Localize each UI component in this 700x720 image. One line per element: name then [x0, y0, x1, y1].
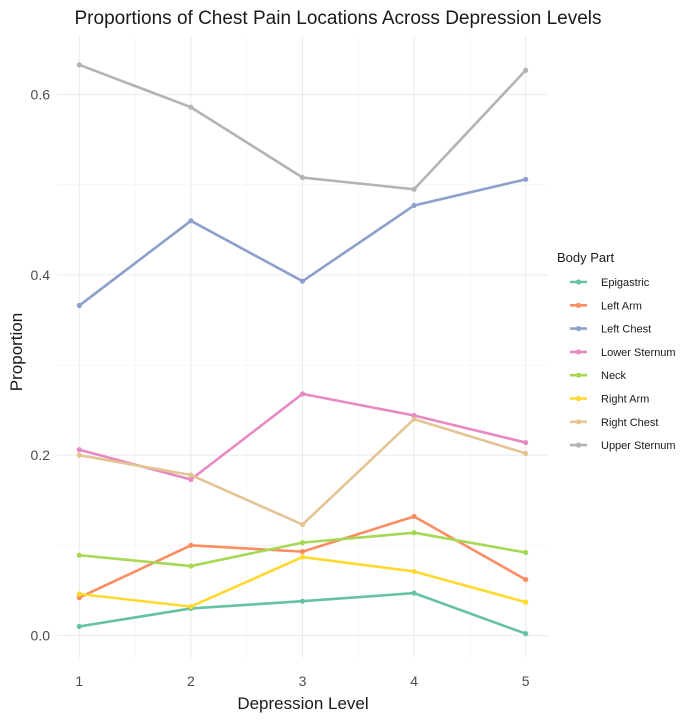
data-point-left-arm — [411, 513, 417, 520]
data-point-right-chest — [76, 452, 82, 458]
x-tick-label: 1 — [75, 673, 83, 689]
series-points — [76, 62, 529, 637]
legend-key-point — [575, 372, 582, 378]
y-tick-label: 0.4 — [31, 267, 51, 283]
data-point-left-chest — [76, 302, 82, 309]
legend-key-point — [575, 349, 582, 355]
data-point-right-arm — [411, 568, 417, 575]
y-axis-title: Proportion — [7, 313, 26, 391]
data-point-left-chest — [523, 176, 529, 182]
data-point-right-chest — [523, 450, 529, 456]
y-tick-label: 0.2 — [31, 447, 51, 463]
legend-item-upper-sternum: Upper Sternum — [570, 440, 676, 452]
data-point-lower-sternum — [411, 412, 417, 419]
data-point-right-arm — [188, 604, 194, 610]
data-point-right-arm — [523, 599, 529, 605]
data-point-left-arm — [76, 595, 82, 601]
data-point-right-arm — [76, 591, 82, 597]
legend-title: Body Part — [557, 250, 614, 265]
x-tick-label: 3 — [299, 673, 307, 689]
data-point-left-chest — [411, 202, 417, 209]
legend-label: Left Chest — [601, 324, 651, 336]
data-point-left-chest — [299, 278, 306, 284]
legend: Body Part Epigastric Left Arm Left Chest Lo… — [557, 250, 676, 452]
data-point-epigastric — [76, 623, 82, 630]
x-tick-label: 5 — [522, 673, 530, 689]
data-point-upper-sternum — [411, 186, 417, 192]
legend-label: Lower Sternum — [601, 347, 676, 359]
legend-label: Neck — [601, 370, 627, 382]
legend-key-point — [575, 326, 582, 332]
data-point-left-arm — [299, 549, 306, 555]
data-point-neck — [411, 530, 417, 536]
legend-key-point — [575, 442, 582, 448]
data-point-epigastric — [523, 631, 529, 637]
data-point-right-chest — [411, 416, 417, 422]
y-tick-label: 0.0 — [31, 627, 51, 643]
data-point-lower-sternum — [76, 447, 82, 453]
grid-lines — [57, 36, 548, 658]
legend-item-left-arm: Left Arm — [570, 300, 642, 312]
data-point-upper-sternum — [76, 62, 82, 68]
data-point-right-chest — [299, 521, 306, 528]
data-point-neck — [188, 563, 194, 569]
data-point-left-arm — [523, 576, 529, 583]
legend-item-epigastric: Epigastric — [570, 277, 650, 289]
data-point-right-chest — [188, 472, 194, 478]
x-axis-ticks: 1 2 3 4 5 — [75, 673, 529, 689]
data-point-lower-sternum — [299, 391, 306, 397]
legend-label: Upper Sternum — [601, 440, 676, 452]
legend-item-lower-sternum: Lower Sternum — [570, 347, 676, 359]
legend-items: Epigastric Left Arm Left Chest Lower Sternu… — [570, 277, 676, 452]
data-point-lower-sternum — [188, 476, 194, 483]
data-point-neck — [299, 540, 306, 546]
legend-label: Right Chest — [601, 417, 658, 429]
legend-item-left-chest: Left Chest — [570, 324, 651, 336]
data-point-left-chest — [188, 218, 194, 224]
data-point-neck — [76, 552, 82, 558]
data-point-upper-sternum — [299, 174, 306, 181]
x-axis-title: Depression Level — [237, 694, 368, 713]
legend-key-point — [575, 302, 582, 308]
y-axis-ticks: 0.0 0.2 0.4 0.6 — [31, 87, 51, 644]
legend-key-point — [575, 279, 582, 285]
x-tick-label: 2 — [187, 673, 195, 689]
data-point-left-arm — [188, 542, 194, 548]
data-point-epigastric — [299, 598, 306, 604]
data-point-epigastric — [411, 590, 417, 596]
legend-label: Right Arm — [601, 394, 649, 406]
legend-label: Epigastric — [601, 277, 650, 289]
legend-key-point — [575, 419, 582, 425]
legend-label: Left Arm — [601, 300, 642, 312]
data-point-upper-sternum — [188, 104, 194, 110]
data-point-upper-sternum — [523, 67, 529, 73]
legend-item-right-chest: Right Chest — [570, 417, 658, 429]
legend-item-right-arm: Right Arm — [570, 394, 649, 406]
data-point-right-arm — [299, 554, 306, 560]
x-tick-label: 4 — [410, 673, 418, 689]
chart-title: Proportions of Chest Pain Locations Acro… — [75, 8, 602, 29]
data-point-lower-sternum — [523, 439, 529, 446]
data-point-neck — [523, 549, 529, 556]
legend-item-neck: Neck — [570, 370, 627, 382]
y-tick-label: 0.6 — [31, 87, 51, 103]
legend-key-point — [575, 395, 582, 402]
